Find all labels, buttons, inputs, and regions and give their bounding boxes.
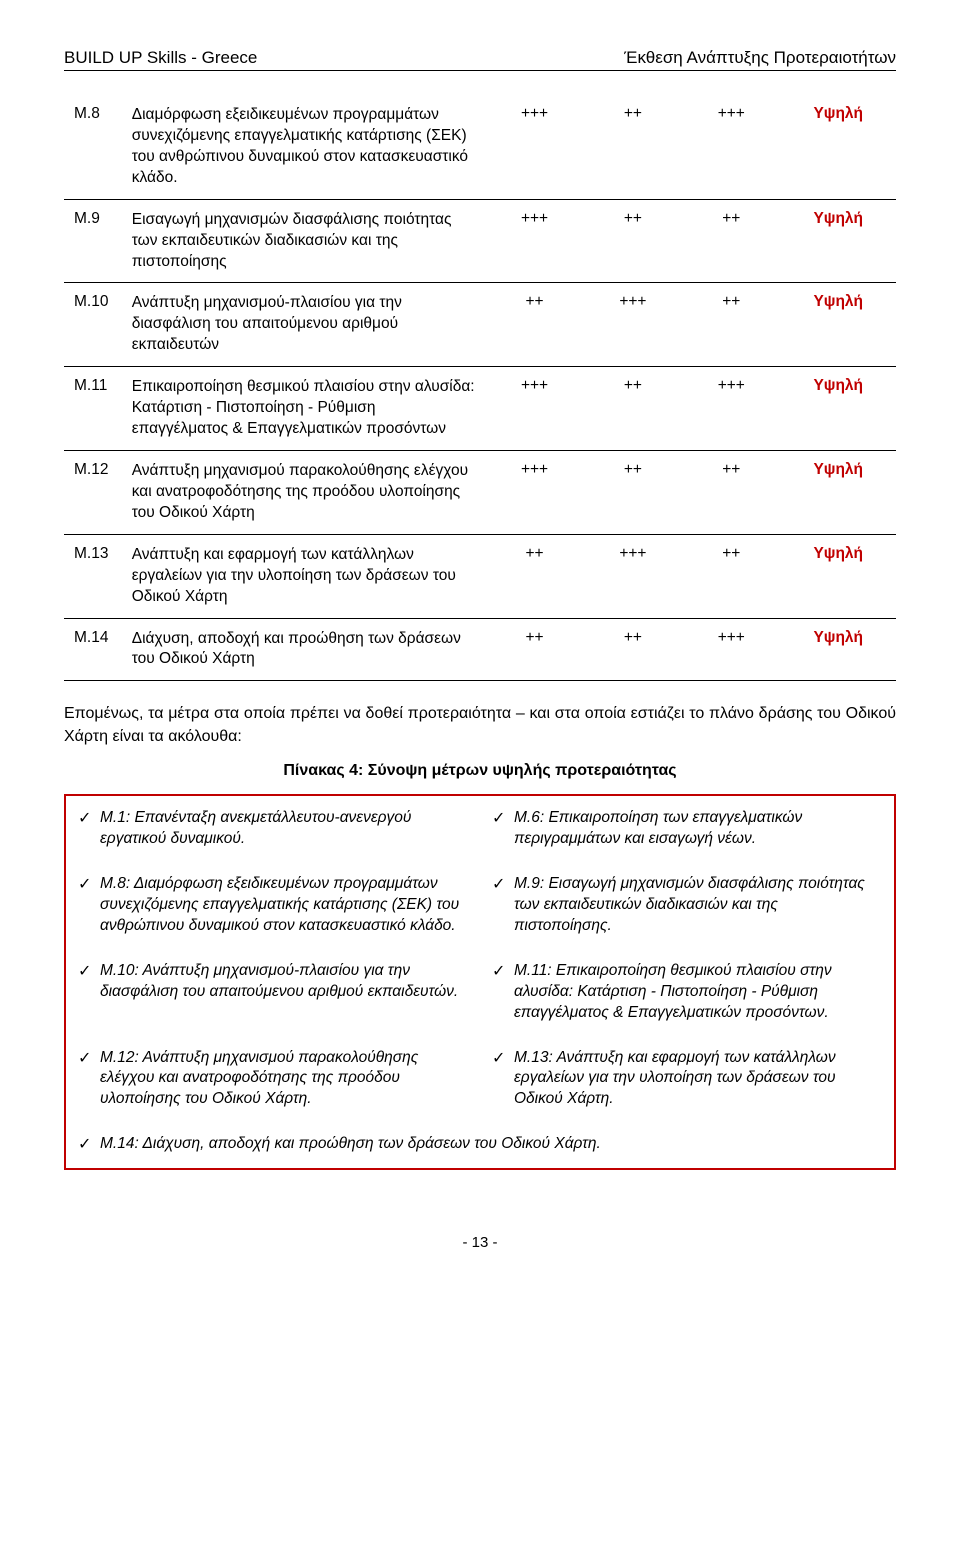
table-caption: Πίνακας 4: Σύνοψη μέτρων υψηλής προτεραι… [64, 762, 896, 780]
score-3: ++ [682, 450, 780, 534]
summary-cell-right: ✓Μ.11: Επικαιροποίηση θεσμικού πλαισίου … [480, 949, 895, 1036]
check-icon: ✓ [492, 808, 514, 830]
score-2: ++ [584, 618, 682, 681]
measure-id: Μ.8 [64, 95, 122, 199]
priority-level: Υψηλή [780, 534, 896, 618]
score-2: ++ [584, 95, 682, 199]
table-row: Μ.13Ανάπτυξη και εφαρμογή των κατάλληλων… [64, 534, 896, 618]
check-icon: ✓ [492, 1048, 514, 1070]
score-1: +++ [485, 95, 583, 199]
summary-cell-left: ✓Μ.10: Ανάπτυξη μηχανισμού-πλαισίου για … [65, 949, 480, 1036]
measure-desc: Ανάπτυξη μηχανισμού παρακολούθησης ελέγχ… [122, 450, 486, 534]
score-1: ++ [485, 283, 583, 367]
priority-level: Υψηλή [780, 450, 896, 534]
table-row: Μ.8Διαμόρφωση εξειδικευμένων προγραμμάτω… [64, 95, 896, 199]
summary-row: ✓Μ.8: Διαμόρφωση εξειδικευμένων προγραμμ… [65, 862, 895, 949]
check-icon: ✓ [78, 1048, 100, 1070]
priority-level: Υψηλή [780, 367, 896, 451]
summary-cell-left: ✓Μ.12: Ανάπτυξη μηχανισμού παρακολούθηση… [65, 1036, 480, 1123]
summary-cell-left: ✓Μ.1: Επανένταξη ανεκμετάλλευτου-ανενεργ… [65, 795, 480, 862]
summary-item-text: Μ.8: Διαμόρφωση εξειδικευμένων προγραμμά… [100, 874, 464, 937]
check-icon: ✓ [78, 1134, 100, 1156]
measure-desc: Ανάπτυξη και εφαρμογή των κατάλληλων εργ… [122, 534, 486, 618]
measure-id: Μ.13 [64, 534, 122, 618]
score-2: ++ [584, 199, 682, 283]
measure-id: Μ.11 [64, 367, 122, 451]
summary-item-text: Μ.6: Επικαιροποίηση των επαγγελματικών π… [514, 808, 878, 850]
summary-item-text: Μ.14: Διάχυση, αποδοχή και προώθηση των … [100, 1134, 878, 1155]
summary-cell-right: ✓Μ.9: Εισαγωγή μηχανισμών διασφάλισης πο… [480, 862, 895, 949]
header-right: Έκθεση Ανάπτυξης Προτεραιοτήτων [624, 48, 896, 68]
score-3: ++ [682, 199, 780, 283]
summary-cell-left: ✓Μ.8: Διαμόρφωση εξειδικευμένων προγραμμ… [65, 862, 480, 949]
score-1: +++ [485, 199, 583, 283]
summary-row: ✓Μ.1: Επανένταξη ανεκμετάλλευτου-ανενεργ… [65, 795, 895, 862]
score-3: ++ [682, 534, 780, 618]
table-row: Μ.10Ανάπτυξη μηχανισμού-πλαισίου για την… [64, 283, 896, 367]
summary-cell-right: ✓Μ.13: Ανάπτυξη και εφαρμογή των κατάλλη… [480, 1036, 895, 1123]
header-left: BUILD UP Skills - Greece [64, 48, 257, 68]
summary-row-full: ✓Μ.14: Διάχυση, αποδοχή και προώθηση των… [65, 1122, 895, 1169]
measure-desc: Διάχυση, αποδοχή και προώθηση των δράσεω… [122, 618, 486, 681]
intro-paragraph: Επομένως, τα μέτρα στα οποία πρέπει να δ… [64, 703, 896, 748]
measure-desc: Ανάπτυξη μηχανισμού-πλαισίου για την δια… [122, 283, 486, 367]
summary-cell-right: ✓Μ.6: Επικαιροποίηση των επαγγελματικών … [480, 795, 895, 862]
header-rule [64, 70, 896, 71]
check-icon: ✓ [492, 961, 514, 983]
check-icon: ✓ [78, 961, 100, 983]
score-3: ++ [682, 283, 780, 367]
score-2: +++ [584, 534, 682, 618]
score-2: ++ [584, 367, 682, 451]
check-icon: ✓ [78, 874, 100, 896]
score-3: +++ [682, 367, 780, 451]
summary-row: ✓Μ.12: Ανάπτυξη μηχανισμού παρακολούθηση… [65, 1036, 895, 1123]
score-2: +++ [584, 283, 682, 367]
summary-item-text: Μ.13: Ανάπτυξη και εφαρμογή των κατάλληλ… [514, 1048, 878, 1111]
measure-desc: Εισαγωγή μηχανισμών διασφάλισης ποιότητα… [122, 199, 486, 283]
score-1: ++ [485, 534, 583, 618]
table-row: Μ.14Διάχυση, αποδοχή και προώθηση των δρ… [64, 618, 896, 681]
measure-id: Μ.9 [64, 199, 122, 283]
priority-level: Υψηλή [780, 618, 896, 681]
table-row: Μ.12Ανάπτυξη μηχανισμού παρακολούθησης ε… [64, 450, 896, 534]
priority-level: Υψηλή [780, 199, 896, 283]
summary-item-text: Μ.1: Επανένταξη ανεκμετάλλευτου-ανενεργο… [100, 808, 464, 850]
score-1: +++ [485, 367, 583, 451]
summary-table: ✓Μ.1: Επανένταξη ανεκμετάλλευτου-ανενεργ… [64, 794, 896, 1170]
score-3: +++ [682, 618, 780, 681]
check-icon: ✓ [492, 874, 514, 896]
check-icon: ✓ [78, 808, 100, 830]
summary-item-text: Μ.11: Επικαιροποίηση θεσμικού πλαισίου σ… [514, 961, 878, 1024]
priority-table: Μ.8Διαμόρφωση εξειδικευμένων προγραμμάτω… [64, 95, 896, 681]
score-2: ++ [584, 450, 682, 534]
page-number: - 13 - [64, 1234, 896, 1251]
measure-desc: Επικαιροποίηση θεσμικού πλαισίου στην αλ… [122, 367, 486, 451]
page-header: BUILD UP Skills - Greece Έκθεση Ανάπτυξη… [64, 48, 896, 68]
score-1: ++ [485, 618, 583, 681]
measure-id: Μ.12 [64, 450, 122, 534]
summary-item-text: Μ.12: Ανάπτυξη μηχανισμού παρακολούθησης… [100, 1048, 464, 1111]
measure-id: Μ.14 [64, 618, 122, 681]
table-row: Μ.11Επικαιροποίηση θεσμικού πλαισίου στη… [64, 367, 896, 451]
table-row: Μ.9Εισαγωγή μηχανισμών διασφάλισης ποιότ… [64, 199, 896, 283]
summary-row: ✓Μ.10: Ανάπτυξη μηχανισμού-πλαισίου για … [65, 949, 895, 1036]
score-1: +++ [485, 450, 583, 534]
measure-desc: Διαμόρφωση εξειδικευμένων προγραμμάτων σ… [122, 95, 486, 199]
score-3: +++ [682, 95, 780, 199]
priority-level: Υψηλή [780, 283, 896, 367]
measure-id: Μ.10 [64, 283, 122, 367]
summary-item-text: Μ.9: Εισαγωγή μηχανισμών διασφάλισης ποι… [514, 874, 878, 937]
priority-level: Υψηλή [780, 95, 896, 199]
summary-cell-full: ✓Μ.14: Διάχυση, αποδοχή και προώθηση των… [65, 1122, 895, 1169]
summary-item-text: Μ.10: Ανάπτυξη μηχανισμού-πλαισίου για τ… [100, 961, 464, 1003]
